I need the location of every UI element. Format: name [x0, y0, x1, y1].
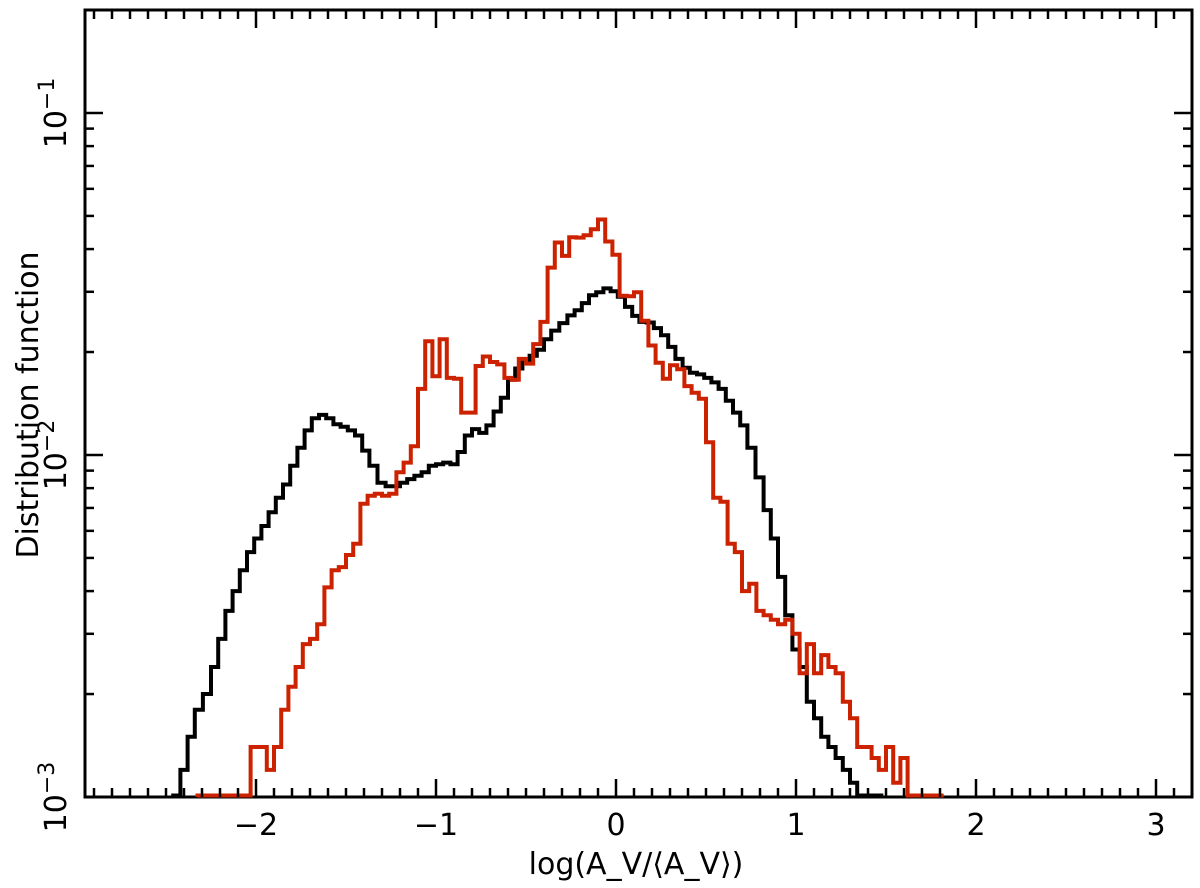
y-tick-base: 10 [39, 110, 74, 148]
y-tick-exponent: −1 [35, 78, 60, 110]
y-tick-label: 10−3 [35, 762, 74, 833]
y-tick-exponent: −3 [35, 762, 60, 794]
y-tick-exponent: −2 [35, 420, 60, 452]
y-tick-base: 10 [39, 452, 74, 490]
y-tick-label: 10−2 [35, 420, 74, 491]
x-tick-label: 1 [786, 808, 805, 843]
y-tick-text: 10−3 [35, 762, 74, 833]
x-tick-label: 3 [1146, 808, 1165, 843]
y-tick-base: 10 [39, 794, 74, 832]
x-tick-label: 0 [606, 808, 625, 843]
y-tick-text: 10−1 [35, 78, 74, 149]
x-tick-label: 2 [966, 808, 985, 843]
plot-frame [83, 8, 1194, 799]
plot-area [83, 8, 1194, 799]
series-line-2 [195, 217, 944, 798]
y-tick-labels: 10−310−210−1 [35, 8, 1192, 833]
y-tick-text: 10−2 [35, 420, 74, 491]
y-tick-label: 10−1 [35, 78, 74, 149]
x-tick-label: −2 [234, 808, 278, 843]
y-axis-label: Distribution function [11, 251, 46, 558]
series-layer [171, 217, 944, 798]
x-tick-label: −1 [414, 808, 458, 843]
x-tick-labels: −2 −1 0 1 2 3 [92, 10, 1194, 843]
x-axis-label: log(A_V/⟨A_V⟩) [529, 847, 744, 882]
series-line-1 [171, 286, 884, 798]
